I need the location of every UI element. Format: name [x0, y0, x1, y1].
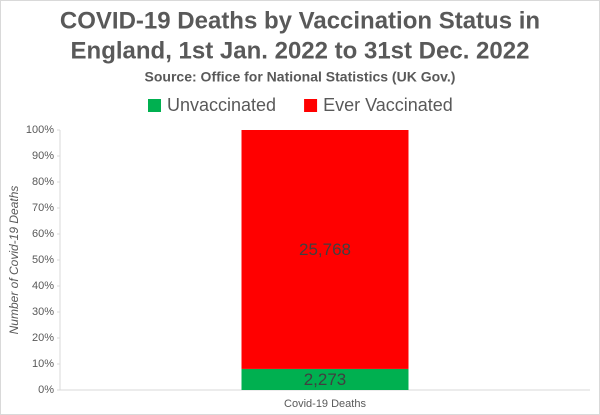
- bar-segment: [241, 130, 409, 369]
- chart-title: COVID-19 Deaths by Vaccination Status in: [60, 7, 540, 34]
- y-axis-label: Number of Covid-19 Deaths: [7, 186, 21, 335]
- chart-title: England, 1st Jan. 2022 to 31st Dec. 2022: [71, 37, 530, 64]
- y-tick-label: 80%: [32, 176, 54, 188]
- data-label: 25,768: [299, 240, 351, 259]
- y-tick-label: 90%: [32, 150, 54, 162]
- legend-label: Unvaccinated: [167, 95, 276, 115]
- data-label: 2,273: [304, 370, 347, 389]
- y-tick-label: 40%: [32, 280, 54, 292]
- x-tick-label: Covid-19 Deaths: [284, 398, 366, 410]
- legend-swatch: [148, 99, 161, 112]
- bar-segment: [241, 368, 409, 390]
- y-tick-label: 10%: [32, 358, 54, 370]
- y-tick-label: 20%: [32, 332, 54, 344]
- legend-swatch: [304, 99, 318, 112]
- y-tick-label: 50%: [32, 254, 54, 266]
- chart-subtitle: Source: Office for National Statistics (…: [145, 69, 456, 85]
- y-tick-label: 70%: [32, 202, 54, 214]
- y-tick-label: 0%: [38, 384, 54, 396]
- legend-label: Ever Vaccinated: [323, 95, 453, 115]
- y-tick-label: 30%: [32, 306, 54, 318]
- y-tick-label: 100%: [26, 124, 54, 136]
- y-tick-label: 60%: [32, 228, 54, 240]
